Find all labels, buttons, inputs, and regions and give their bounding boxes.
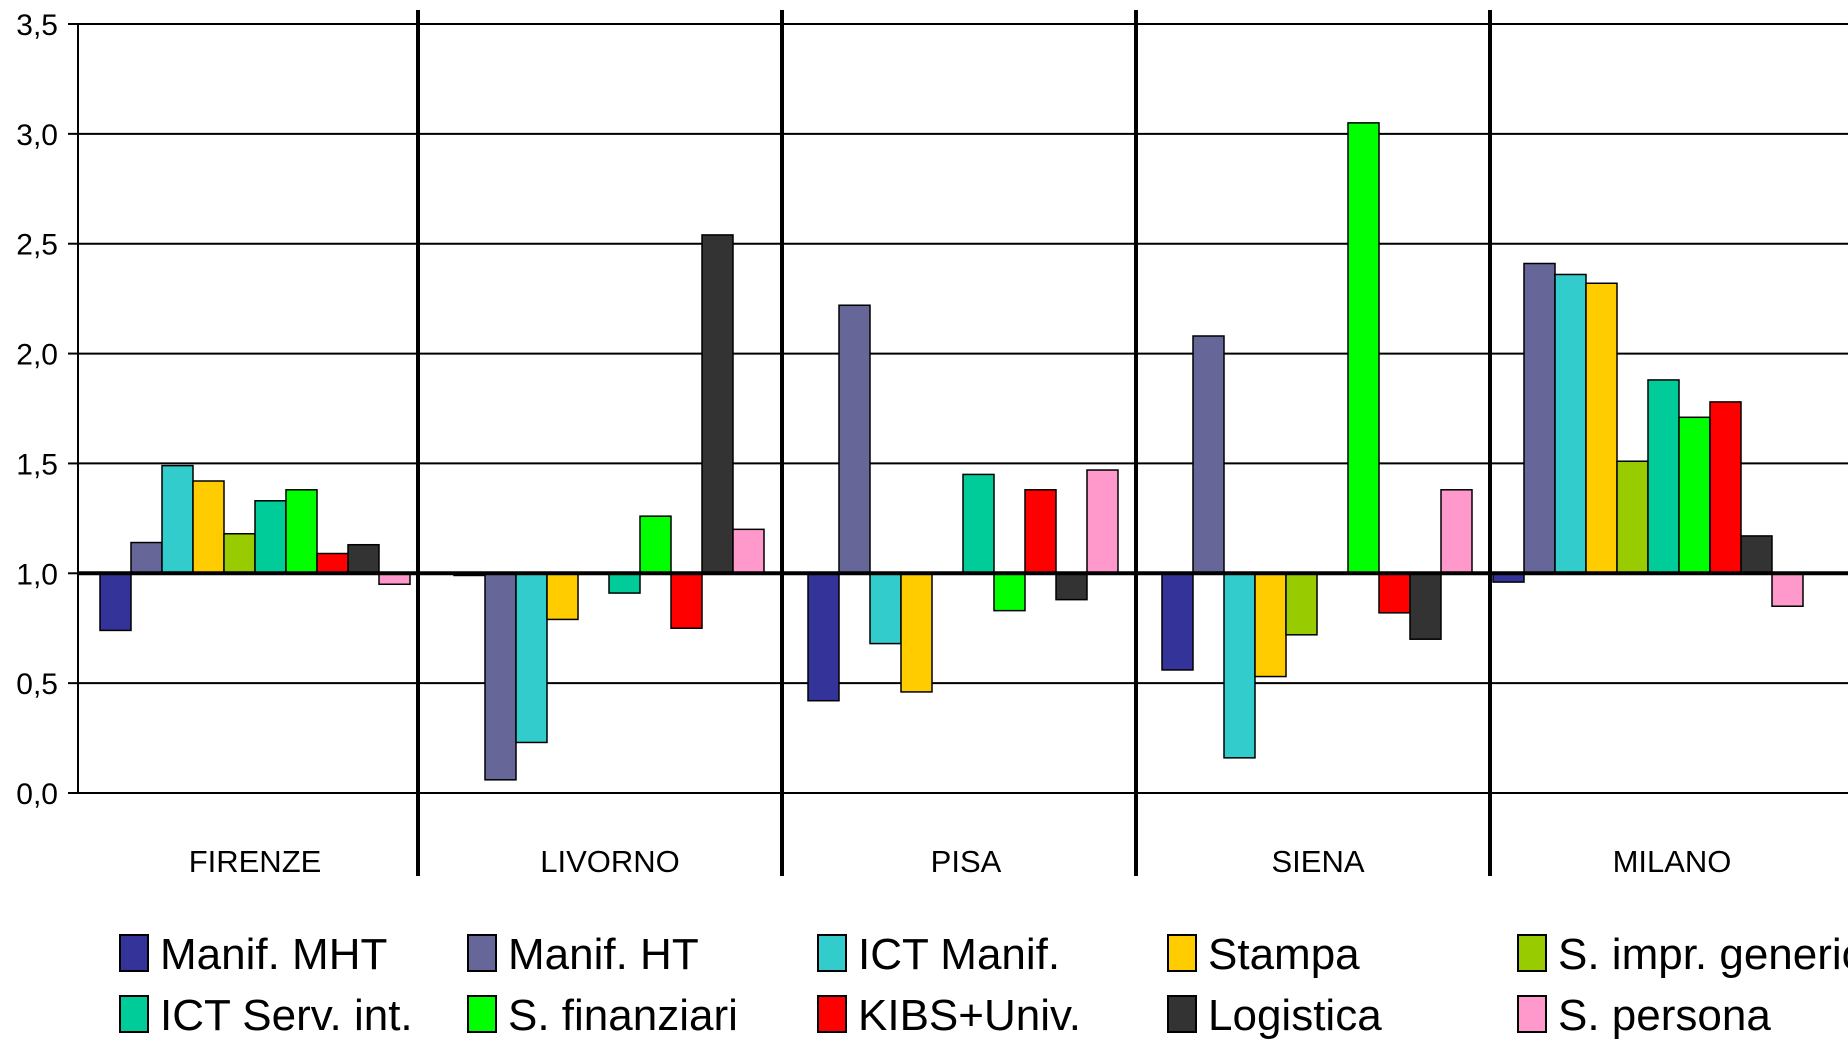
bar [254,500,287,575]
legend-swatch [119,934,149,972]
bar [223,532,256,575]
category-label: PISA [931,844,1002,879]
bar [1161,572,1194,671]
bar [608,572,641,594]
legend-label: ICT Manif. [858,930,1060,979]
bar [1523,262,1556,575]
bar [1585,282,1618,575]
category-label: LIVORNO [540,844,680,879]
bar [1254,572,1287,678]
legend-label: S. persona [1558,991,1771,1040]
legend-swatch [1517,934,1547,972]
category-label: FIRENZE [189,844,322,879]
y-tick-label: 0,0 [16,778,58,811]
gridlines [78,23,1848,794]
bar [1740,535,1773,575]
legend-swatch [817,995,847,1033]
bar [869,572,902,645]
bar [285,489,318,575]
bar [1192,335,1225,575]
bar [639,515,672,575]
bar [1347,122,1380,575]
legend-label: Logistica [1208,991,1382,1040]
bar [192,480,225,575]
bar [1285,572,1318,636]
bar [347,543,380,575]
bar [484,572,517,781]
bar [515,572,548,744]
category-label: MILANO [1613,844,1732,879]
y-tick-label: 2,0 [16,339,58,372]
bar [99,572,132,632]
bar [1086,469,1119,575]
bars [99,122,1804,781]
bar [1616,460,1649,575]
bar [807,572,840,702]
bar [1409,572,1442,640]
legend-label: S. finanziari [508,991,738,1040]
legend-swatch [1517,995,1547,1033]
y-tick-label: 2,5 [16,229,58,262]
y-tick-label: 3,5 [16,9,58,42]
bar [993,572,1026,612]
bar [838,304,871,575]
legend-label: ICT Serv. int. [160,991,413,1040]
y-tick-label: 0,5 [16,668,58,701]
bar [732,528,765,575]
bar [1771,572,1804,607]
bar [962,473,995,575]
bar [1554,273,1587,575]
legend-label: S. impr. generici [1558,930,1848,979]
bar [670,572,703,629]
legend-swatch [1167,934,1197,972]
axes [68,10,1848,876]
legend-label: KIBS+Univ. [858,991,1081,1040]
y-tick-label: 1,0 [16,558,58,591]
legend-label: Manif. HT [508,930,699,979]
bar [701,234,734,575]
bar [1678,416,1711,575]
bar [1378,572,1411,614]
bar [161,464,194,575]
bar [1709,401,1742,575]
legend-swatch [467,934,497,972]
y-tick-labels: 0,0 0,5 1,0 1,5 2,0 2,5 3,0 3,5 [16,9,58,811]
legend: Manif. MHT Manif. HT ICT Manif. Stampa S. im… [119,930,1848,1040]
legend-swatch [467,995,497,1033]
legend-label: Stampa [1208,930,1360,979]
bar [1024,489,1057,575]
bar [1647,379,1680,575]
category-label: SIENA [1271,844,1364,879]
bar [900,572,933,693]
y-tick-label: 3,0 [16,119,58,152]
legend-swatch [1167,995,1197,1033]
category-labels: FIRENZE LIVORNO PISA SIENA MILANO [189,844,1732,879]
bar [1440,489,1473,575]
legend-swatch [119,995,149,1033]
bar [130,541,163,575]
bar [546,572,579,621]
legend-swatch [817,934,847,972]
bar [1055,572,1088,601]
legend-label: Manif. MHT [160,930,387,979]
bar [316,552,349,575]
y-tick-label: 1,5 [16,448,58,481]
bar [1223,572,1256,759]
